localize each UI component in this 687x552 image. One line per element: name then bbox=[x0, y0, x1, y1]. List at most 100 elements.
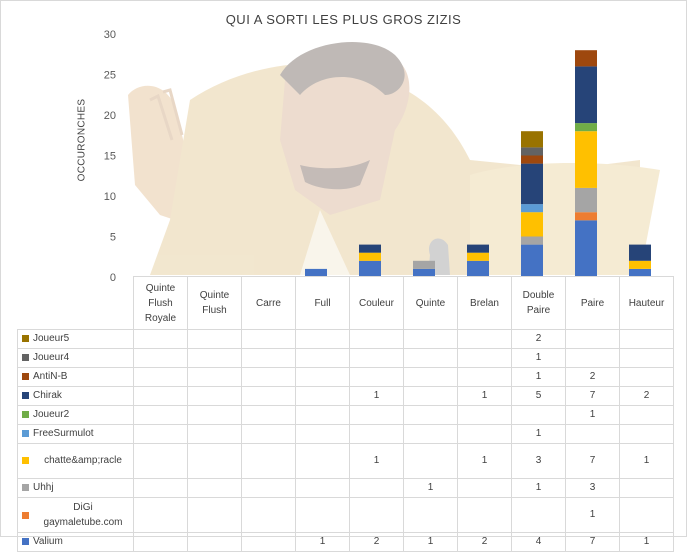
y-tick-label: 15 bbox=[104, 151, 116, 163]
table-cell bbox=[619, 424, 674, 444]
bar-segment bbox=[521, 236, 543, 245]
series-name: Chirak bbox=[33, 390, 62, 401]
y-tick-label: 25 bbox=[104, 70, 116, 82]
table-cell: 7 bbox=[565, 386, 620, 406]
table-row: Valium 1 2 1 2 4 7 1 bbox=[17, 532, 674, 552]
bar-segment bbox=[575, 212, 597, 221]
table-cell bbox=[187, 497, 242, 533]
table-row: Joueur4 1 bbox=[17, 348, 674, 368]
table-cell: 2 bbox=[349, 532, 404, 552]
bar-segment bbox=[521, 147, 543, 156]
table-cell bbox=[241, 405, 296, 425]
x-category-label: Double Paire bbox=[511, 276, 566, 330]
table-cell bbox=[349, 424, 404, 444]
table-cell bbox=[403, 348, 458, 368]
x-category-label: Couleur bbox=[349, 276, 404, 330]
table-row: AntiN-B 1 2 bbox=[17, 367, 674, 387]
series-name: FreeSurmulot bbox=[33, 428, 94, 439]
legend-swatch bbox=[22, 457, 29, 465]
table-cell: 2 bbox=[619, 386, 674, 406]
table-cell bbox=[133, 424, 188, 444]
table-cell: 1 bbox=[511, 424, 566, 444]
table-cell: 1 bbox=[511, 367, 566, 387]
x-category-label: Quinte Flush Royale bbox=[133, 276, 188, 330]
bar-segment bbox=[467, 252, 489, 261]
table-cell bbox=[133, 497, 188, 533]
table-cell bbox=[403, 497, 458, 533]
bar-segment bbox=[359, 244, 381, 253]
table-cell bbox=[295, 386, 350, 406]
table-cell bbox=[241, 367, 296, 387]
y-tick-label: 30 bbox=[104, 29, 116, 41]
table-cell: 1 bbox=[457, 386, 512, 406]
table-cell bbox=[241, 386, 296, 406]
series-name: chatte&amp;racle bbox=[44, 455, 122, 467]
series-name: Valium bbox=[33, 536, 63, 547]
table-row: DiGi gaymaletube.com 1 bbox=[17, 497, 674, 533]
table-cell bbox=[295, 443, 350, 479]
table-cell bbox=[133, 478, 188, 498]
series-name: DiGi gaymaletube.com bbox=[43, 502, 123, 528]
table-row: chatte&amp;racle 1 1 3 7 1 bbox=[17, 443, 674, 479]
table-cell bbox=[187, 443, 242, 479]
table-cell: 1 bbox=[619, 443, 674, 479]
table-cell: 7 bbox=[565, 532, 620, 552]
legend-swatch bbox=[22, 334, 29, 342]
bar-segment bbox=[521, 204, 543, 213]
table-cell bbox=[241, 443, 296, 479]
table-cell bbox=[403, 386, 458, 406]
table-cell bbox=[241, 424, 296, 444]
bar-segment bbox=[413, 260, 435, 269]
bar-segment bbox=[575, 187, 597, 213]
table-cell: 1 bbox=[619, 532, 674, 552]
legend-swatch bbox=[22, 391, 29, 399]
bar-segment bbox=[521, 131, 543, 148]
table-cell: 5 bbox=[511, 386, 566, 406]
table-cell bbox=[403, 405, 458, 425]
table-cell bbox=[241, 329, 296, 349]
table-cell bbox=[187, 405, 242, 425]
y-tick-label: 20 bbox=[104, 110, 116, 122]
table-cell bbox=[241, 348, 296, 368]
table-cell bbox=[349, 367, 404, 387]
table-cell bbox=[457, 405, 512, 425]
legend-entry: Uhhj bbox=[17, 478, 134, 498]
x-category-label: Quinte bbox=[403, 276, 458, 330]
table-cell bbox=[133, 532, 188, 552]
bar-segment bbox=[305, 268, 327, 277]
table-cell bbox=[133, 386, 188, 406]
table-cell: 7 bbox=[565, 443, 620, 479]
table-cell bbox=[133, 329, 188, 349]
table-cell: 2 bbox=[457, 532, 512, 552]
table-cell bbox=[619, 497, 674, 533]
y-tick-label: 10 bbox=[104, 191, 116, 203]
x-category-label: Brelan bbox=[457, 276, 512, 330]
table-row: Uhhj 1 1 3 bbox=[17, 478, 674, 498]
table-cell bbox=[511, 405, 566, 425]
table-cell bbox=[511, 497, 566, 533]
bar-segment bbox=[467, 260, 489, 277]
table-cell: 3 bbox=[565, 478, 620, 498]
bar-segment bbox=[629, 244, 651, 261]
table-cell bbox=[187, 424, 242, 444]
table-cell bbox=[457, 367, 512, 387]
bar-segment bbox=[629, 268, 651, 277]
table-cell bbox=[295, 329, 350, 349]
background-photo-figure bbox=[128, 41, 660, 276]
bar-segment bbox=[413, 268, 435, 277]
table-cell bbox=[565, 329, 620, 349]
table-cell bbox=[133, 367, 188, 387]
table-cell bbox=[349, 329, 404, 349]
table-cell: 2 bbox=[565, 367, 620, 387]
bar-segment bbox=[521, 212, 543, 237]
table-cell bbox=[187, 329, 242, 349]
table-cell: 1 bbox=[295, 532, 350, 552]
bar-segment bbox=[575, 123, 597, 132]
legend-swatch bbox=[22, 429, 29, 437]
x-category-label: Hauteur bbox=[619, 276, 674, 330]
table-cell bbox=[619, 367, 674, 387]
data-table: Quinte Flush Royale Quinte Flush Carre Full… bbox=[17, 276, 674, 552]
table-cell bbox=[349, 497, 404, 533]
table-cell bbox=[457, 329, 512, 349]
